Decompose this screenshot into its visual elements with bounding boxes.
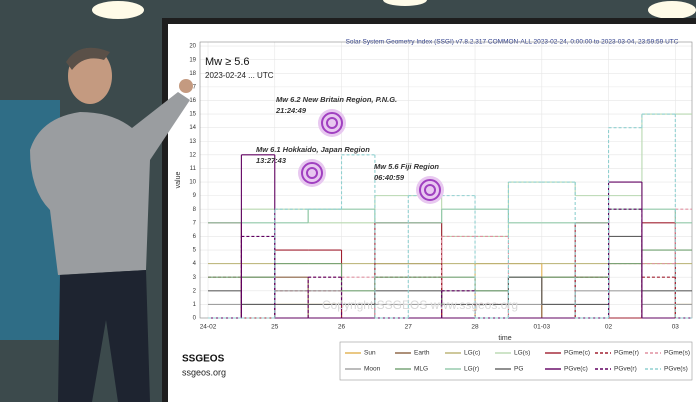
y-tick-label: 5 <box>193 248 197 254</box>
brand: SSGEOS <box>182 354 225 365</box>
y-tick-label: 1 <box>193 302 197 308</box>
legend-label: MLG <box>414 366 428 373</box>
y-tick-label: 7 <box>193 220 197 226</box>
ceiling-light <box>648 1 696 19</box>
y-tick-label: 13 <box>189 139 196 145</box>
legend-label: LG(s) <box>514 350 530 357</box>
x-tick-label: 27 <box>405 324 413 331</box>
x-tick-label: 28 <box>471 324 479 331</box>
date-label: 2023-02-24 ... UTC <box>205 71 274 80</box>
y-tick-label: 3 <box>193 275 197 281</box>
legend-label: Sun <box>364 350 376 357</box>
spiral-icon <box>298 159 326 187</box>
legend-label: PGve(c) <box>564 366 588 373</box>
site: ssgeos.org <box>182 367 226 377</box>
magnitude-label: Mw ≥ 5.6 <box>205 56 250 68</box>
annotation-time: 21:24:49 <box>275 106 307 115</box>
spiral-icon <box>318 109 346 137</box>
legend-label: Earth <box>414 350 430 357</box>
x-tick-label: 24-02 <box>200 324 217 331</box>
annotation-time: 13:27:43 <box>256 156 287 165</box>
y-tick-label: 11 <box>190 166 197 172</box>
annotation-label: Mw 6.1 Hokkaido, Japan Region <box>256 145 370 154</box>
legend-label: Moon <box>364 366 381 373</box>
y-tick-label: 16 <box>189 98 196 104</box>
x-axis-label: time <box>498 335 511 342</box>
y-axis-label: value <box>175 172 182 189</box>
x-tick-label: 02 <box>605 324 613 331</box>
legend-label: LG(c) <box>464 350 480 357</box>
hand <box>179 79 193 93</box>
y-tick-label: 9 <box>193 193 197 199</box>
ceiling-light <box>383 0 427 6</box>
y-tick-label: 6 <box>193 234 197 240</box>
y-tick-label: 18 <box>189 71 196 77</box>
y-tick-label: 17 <box>189 84 196 90</box>
legend-label: PGme(s) <box>664 350 690 357</box>
legend-label: PG <box>514 366 523 373</box>
x-tick-label: 25 <box>271 324 279 331</box>
annotation-label: Mw 6.2 New Britain Region, P.N.G. <box>276 95 397 104</box>
y-tick-label: 10 <box>189 180 196 186</box>
spiral-icon <box>416 176 444 204</box>
hoodie <box>30 92 190 275</box>
y-tick-label: 14 <box>189 125 196 131</box>
annotation-label: Mw 5.6 Fiji Region <box>374 162 439 171</box>
presenter <box>30 47 193 402</box>
legend-label: PGve(r) <box>614 366 637 373</box>
watermark: Copyright SSGEOS www.ssgeos.org <box>322 298 518 312</box>
plot-area: 0123456789101112131415161718192024-02252… <box>189 41 693 331</box>
y-tick-label: 2 <box>193 288 197 294</box>
y-tick-label: 8 <box>193 207 197 213</box>
y-tick-label: 20 <box>189 44 196 50</box>
annotation: Mw 6.2 New Britain Region, P.N.G. 21:24:… <box>256 95 444 204</box>
legend-label: LG(r) <box>464 366 479 373</box>
annotation-time: 06:40:59 <box>374 173 405 182</box>
y-tick-label: 4 <box>193 261 197 267</box>
legend: Sun Earth LG(c) LG(s) PGme(c) PGme(r) PGme(s) M… <box>345 350 690 373</box>
legend-label: PGme(c) <box>564 350 590 357</box>
series <box>208 113 692 319</box>
x-tick-label: 03 <box>672 324 680 331</box>
x-tick-label: 01-03 <box>533 324 550 331</box>
legend-label: PGme(r) <box>614 350 639 357</box>
ceiling-light <box>92 1 144 19</box>
x-tick-label: 26 <box>338 324 346 331</box>
y-tick-label: 19 <box>189 57 196 63</box>
y-tick-label: 0 <box>193 316 197 322</box>
hair <box>66 47 110 70</box>
legend-label: PGve(s) <box>664 366 688 373</box>
trousers <box>58 270 150 402</box>
y-tick-label: 15 <box>189 112 196 118</box>
legend-box <box>339 341 693 381</box>
y-tick-label: 12 <box>189 152 196 158</box>
